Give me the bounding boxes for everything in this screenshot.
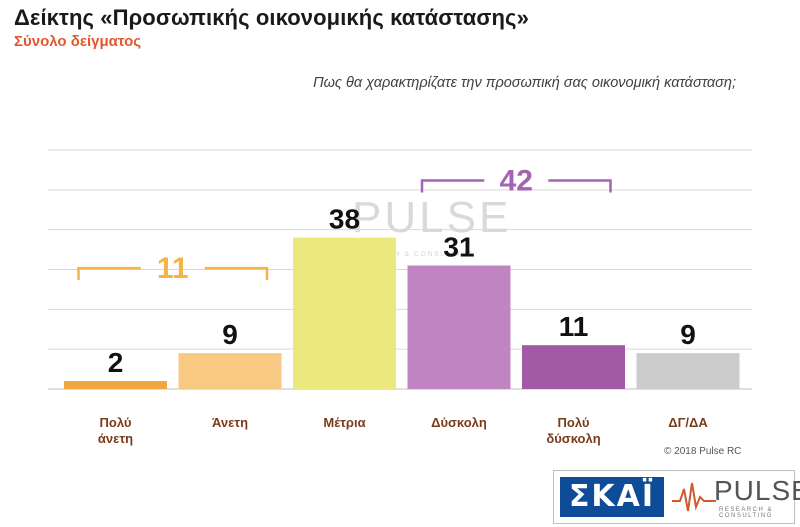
copyright-text: © 2018 Pulse RC xyxy=(664,446,742,457)
data-label: 11 xyxy=(559,311,589,342)
bracket-total-label: 11 xyxy=(157,252,189,285)
brand-logos: ΣΚΑΪ PULSE RESEARCH & CONSULTING xyxy=(553,470,800,524)
bracket-right-arm xyxy=(204,266,269,281)
category-label: δύσκολη xyxy=(546,431,600,446)
bracket-total-label: 42 xyxy=(500,165,533,198)
category-label: Πολύ xyxy=(100,415,132,430)
category-label: Άνετη xyxy=(212,415,248,430)
data-label: 9 xyxy=(680,319,696,350)
category-label: Πολύ xyxy=(558,415,590,430)
skai-logo: ΣΚΑΪ xyxy=(560,477,664,517)
watermark-text: PULSE xyxy=(352,193,511,242)
pulse-logo: PULSE xyxy=(714,475,800,506)
bar xyxy=(293,237,396,389)
chart-title: Δείκτης «Προσωπικής οικονομικής κατάστασ… xyxy=(14,5,529,30)
bar xyxy=(64,381,167,389)
data-label: 31 xyxy=(443,232,474,263)
category-label: άνετη xyxy=(98,431,133,446)
watermark-tagline: RESEARCH & CONSULTING xyxy=(350,251,474,258)
category-label: ΔΓ/ΔΑ xyxy=(668,415,708,430)
data-label: 2 xyxy=(108,347,124,378)
bracket-right-arm xyxy=(548,179,612,193)
data-label: 38 xyxy=(329,204,360,235)
bar xyxy=(178,353,282,389)
pulse-logo-tagline: RESEARCH & CONSULTING xyxy=(719,507,774,519)
bracket-left-arm xyxy=(420,179,485,193)
data-label: 9 xyxy=(222,319,238,350)
survey-question: Πως θα χαρακτηρίζατε την προσωπική σας ο… xyxy=(313,75,736,91)
bracket-left-arm xyxy=(77,266,141,281)
category-label: Δύσκολη xyxy=(431,415,487,430)
category-label: Μέτρια xyxy=(323,415,365,430)
pulse-wave-icon xyxy=(672,482,716,512)
chart-subtitle: Σύνολο δείγματος xyxy=(14,33,142,50)
bar xyxy=(522,345,625,389)
bar xyxy=(636,353,740,389)
bar xyxy=(407,265,511,389)
